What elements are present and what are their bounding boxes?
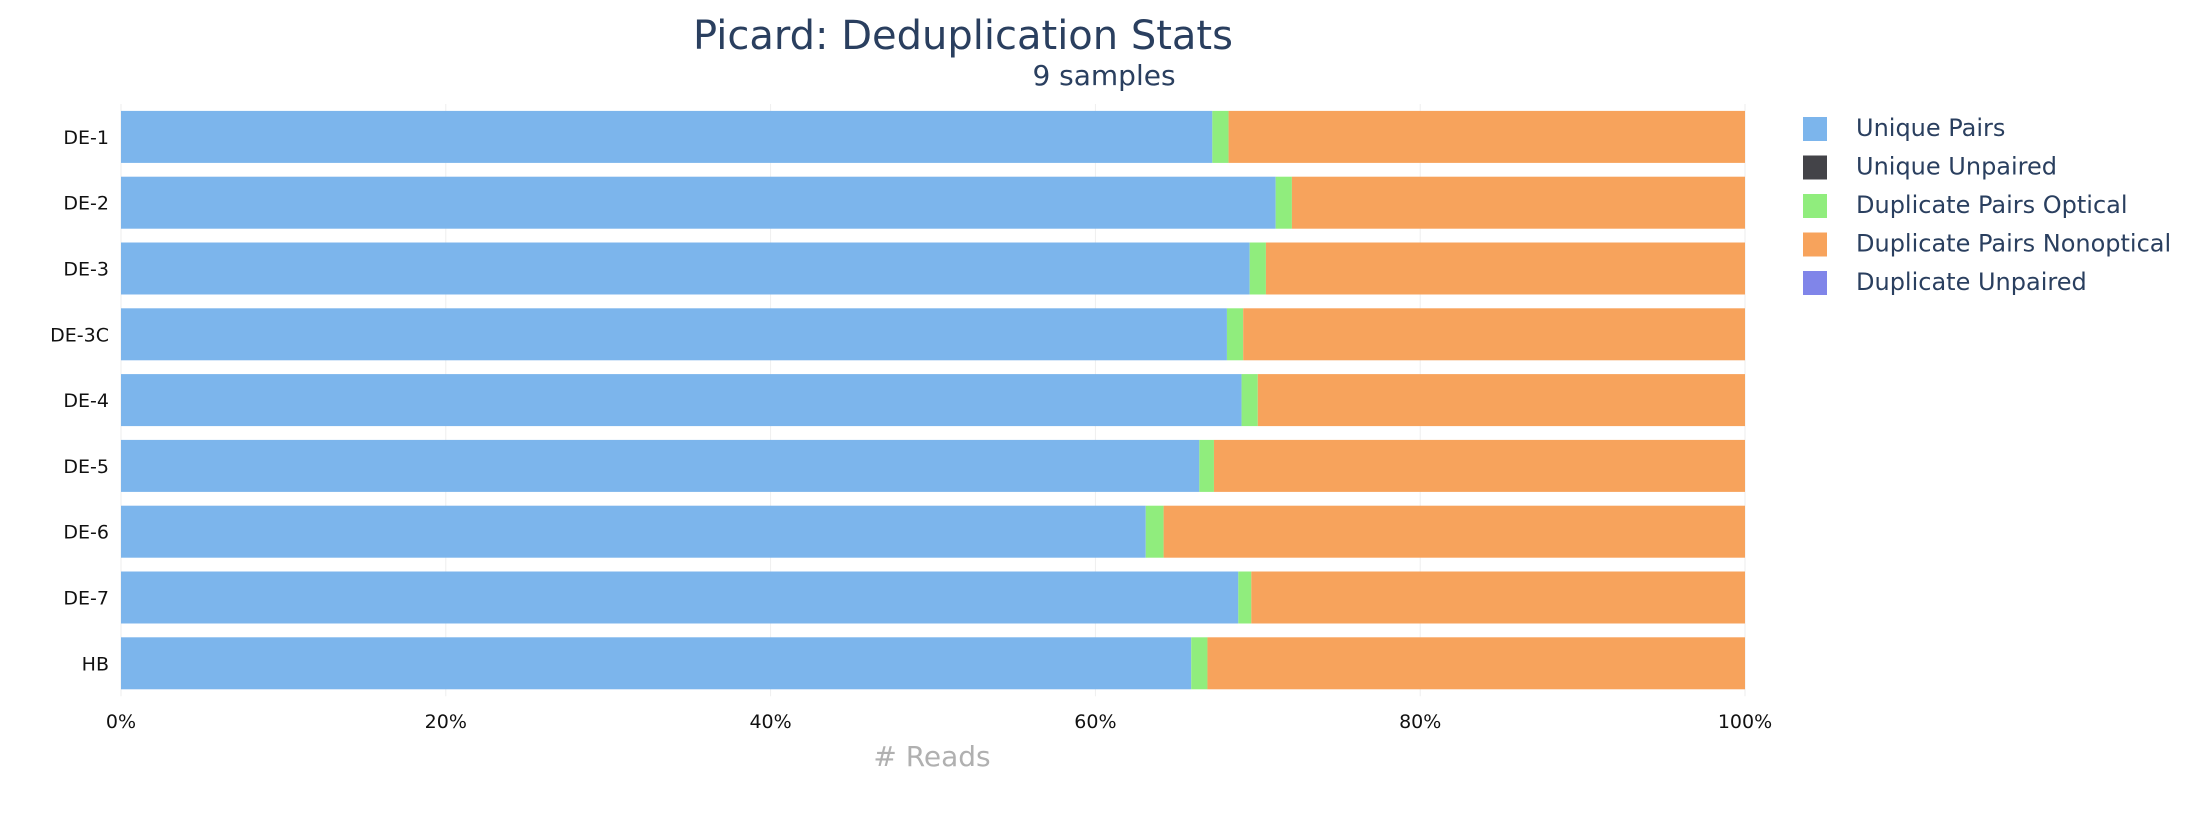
bar-segment[interactable] bbox=[1249, 242, 1266, 295]
x-tick-label: 20% bbox=[425, 711, 467, 733]
bar-segment[interactable] bbox=[1257, 374, 1745, 427]
x-tick-label: 40% bbox=[749, 711, 791, 733]
legend-item[interactable]: Duplicate Unpaired bbox=[1803, 268, 2087, 296]
bar-segment[interactable] bbox=[121, 505, 1146, 558]
category-label: HB bbox=[82, 653, 109, 675]
legend-item[interactable]: Unique Unpaired bbox=[1803, 153, 2057, 181]
bar-segment[interactable] bbox=[121, 374, 1242, 427]
bar-row bbox=[121, 374, 1745, 427]
bar-segment[interactable] bbox=[1191, 637, 1208, 690]
legend: Unique Pairs Unique Unpaired Duplicate Pai… bbox=[1803, 114, 2171, 296]
legend-label: Unique Pairs bbox=[1856, 114, 2005, 142]
x-tick-label: 100% bbox=[1718, 711, 1772, 733]
legend-swatch bbox=[1803, 155, 1827, 180]
x-tick-label: 60% bbox=[1074, 711, 1116, 733]
bar-segment[interactable] bbox=[1265, 242, 1745, 295]
chart-subtitle: 9 samples bbox=[1032, 59, 1175, 92]
legend-swatch bbox=[1803, 232, 1827, 257]
bars bbox=[121, 110, 1745, 690]
bar-row bbox=[121, 242, 1745, 295]
bar-segment[interactable] bbox=[121, 439, 1200, 492]
x-axis-title: # Reads bbox=[873, 740, 990, 773]
bar-row bbox=[121, 176, 1745, 229]
bar-row bbox=[121, 637, 1745, 690]
bar-segment[interactable] bbox=[1226, 308, 1244, 361]
legend-swatch bbox=[1803, 271, 1827, 295]
bar-segment[interactable] bbox=[1199, 439, 1214, 492]
x-tick-label: 80% bbox=[1399, 711, 1441, 733]
category-label: DE-7 bbox=[63, 588, 109, 610]
bar-segment[interactable] bbox=[1243, 308, 1745, 361]
bar-segment[interactable] bbox=[1291, 176, 1745, 229]
category-label: DE-6 bbox=[63, 522, 109, 544]
bar-segment[interactable] bbox=[1238, 571, 1252, 624]
category-label: DE-4 bbox=[63, 390, 109, 412]
bar-segment[interactable] bbox=[121, 242, 1250, 295]
bar-row bbox=[121, 110, 1745, 163]
bar-segment[interactable] bbox=[121, 176, 1276, 229]
bar-segment[interactable] bbox=[1145, 505, 1164, 558]
bar-segment[interactable] bbox=[121, 110, 1213, 163]
bar-segment[interactable] bbox=[1251, 571, 1745, 624]
legend-item[interactable]: Duplicate Pairs Nonoptical bbox=[1803, 230, 2171, 258]
legend-label: Duplicate Pairs Optical bbox=[1856, 191, 2128, 219]
bar-segment[interactable] bbox=[1241, 374, 1258, 427]
legend-label: Duplicate Unpaired bbox=[1856, 268, 2087, 296]
bar-segment[interactable] bbox=[1163, 505, 1745, 558]
chart-title: Picard: Deduplication Stats bbox=[693, 13, 1233, 59]
bar-row bbox=[121, 439, 1745, 492]
category-labels: DE-1 DE-2 DE-3 DE-3C DE-4 DE-5 DE-6 DE-7 HB bbox=[50, 127, 109, 675]
bar-segment[interactable] bbox=[1212, 110, 1229, 163]
bar-segment[interactable] bbox=[1275, 176, 1292, 229]
bar-segment[interactable] bbox=[121, 308, 1227, 361]
x-tick-label: 0% bbox=[106, 711, 136, 733]
bar-segment[interactable] bbox=[1207, 637, 1745, 690]
legend-label: Unique Unpaired bbox=[1856, 153, 2057, 181]
category-label: DE-2 bbox=[63, 193, 109, 215]
category-label: DE-1 bbox=[63, 127, 109, 149]
legend-label: Duplicate Pairs Nonoptical bbox=[1856, 230, 2171, 258]
category-label: DE-5 bbox=[63, 456, 109, 478]
category-label: DE-3 bbox=[63, 259, 109, 281]
bar-segment[interactable] bbox=[121, 571, 1239, 624]
bar-row bbox=[121, 308, 1745, 361]
legend-item[interactable]: Duplicate Pairs Optical bbox=[1803, 191, 2128, 219]
bar-row bbox=[121, 571, 1745, 624]
legend-swatch bbox=[1803, 194, 1827, 218]
bar-segment[interactable] bbox=[1228, 110, 1745, 163]
category-label: DE-3C bbox=[50, 324, 109, 346]
legend-swatch bbox=[1803, 117, 1827, 141]
bar-segment[interactable] bbox=[121, 637, 1192, 690]
legend-item[interactable]: Unique Pairs bbox=[1803, 114, 2005, 142]
bar-row bbox=[121, 505, 1745, 558]
bar-segment[interactable] bbox=[1213, 439, 1745, 492]
x-axis-ticks: 0% 20% 40% 60% 80% 100% bbox=[106, 711, 1772, 733]
